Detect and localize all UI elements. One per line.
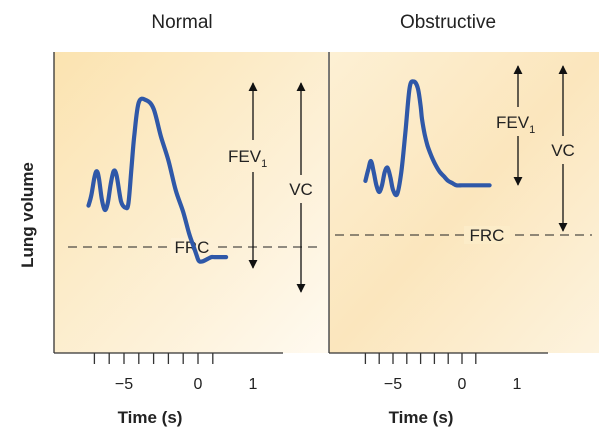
tick-label-normal-minus5: −5 <box>115 376 133 393</box>
vc-label-normal: VC <box>289 180 313 199</box>
panel-normal-background <box>54 52 328 353</box>
panel-title-normal: Normal <box>151 12 212 33</box>
series-line-normal <box>86 96 229 264</box>
x-ticks-obstructive <box>364 353 477 364</box>
fev1-label-obstructive-sub: 1 <box>529 124 535 136</box>
tick-label-normal-1: 1 <box>249 376 258 393</box>
panel-title-obstructive: Obstructive <box>400 12 496 33</box>
x-ticks-normal <box>93 353 214 364</box>
tick-label-obstructive-0: 0 <box>458 376 467 393</box>
fev1-label-normal: FEV1 <box>228 147 267 170</box>
frc-label-bg-obstructive <box>464 226 510 244</box>
fev1-label-obstructive-main: FEV <box>496 113 530 132</box>
panel-obstructive-background <box>329 52 599 353</box>
fev1-label-normal-sub: 1 <box>261 158 267 170</box>
fev1-label-normal-main: FEV <box>228 147 262 166</box>
x-axis-label-normal: Time (s) <box>118 408 183 427</box>
tick-label-normal-0: 0 <box>194 376 203 393</box>
tick-label-obstructive-minus5: −5 <box>384 376 402 393</box>
vc-label-obstructive: VC <box>551 141 575 160</box>
x-axis-label-obstructive: Time (s) <box>389 408 454 427</box>
fev1-label-obstructive: FEV1 <box>496 113 535 136</box>
tick-label-obstructive-1: 1 <box>513 376 522 393</box>
y-axis-label: Lung volume <box>18 162 37 268</box>
series-line-obstructive <box>363 79 492 198</box>
frc-label-obstructive: FRC <box>470 226 505 245</box>
